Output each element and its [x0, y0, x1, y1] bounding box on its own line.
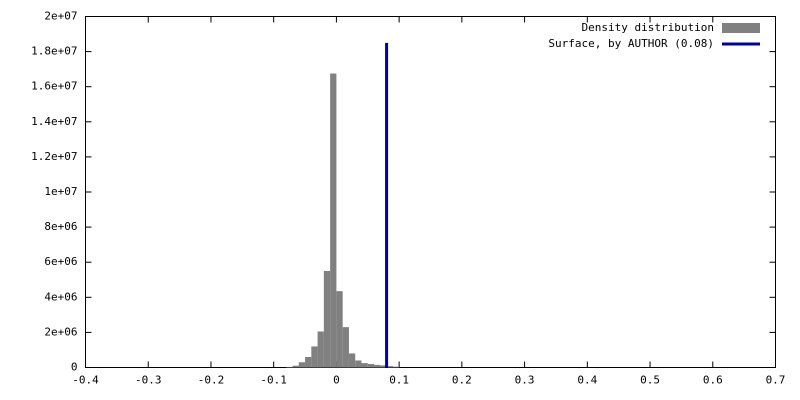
- bar: [292, 365, 299, 368]
- legend-swatch: [722, 23, 760, 33]
- y-tick-label: 1.6e+07: [31, 80, 77, 93]
- bar: [298, 362, 306, 368]
- y-tick-label: 1.4e+07: [31, 115, 77, 128]
- x-tick-label: 0.3: [515, 374, 535, 387]
- y-tick-label: 2e+06: [44, 325, 77, 338]
- bar: [355, 360, 362, 368]
- bar: [386, 366, 393, 368]
- legend-label: Surface, by AUTHOR (0.08): [548, 37, 714, 50]
- x-tick-label: 0: [333, 374, 340, 387]
- y-tick-label: 6e+06: [44, 255, 77, 268]
- bar: [311, 346, 318, 368]
- bar: [342, 327, 349, 368]
- x-tick-label: -0.4: [72, 374, 99, 387]
- bar: [380, 365, 387, 368]
- bar: [317, 331, 324, 368]
- y-tick-label: 0: [71, 361, 78, 374]
- bar: [367, 363, 375, 368]
- x-tick-label: -0.2: [198, 374, 225, 387]
- y-tick-label: 8e+06: [44, 220, 77, 233]
- y-tick-label: 1e+07: [44, 185, 77, 198]
- y-tick-label: 2e+07: [44, 10, 77, 23]
- bar: [323, 270, 331, 368]
- legend-label: Density distribution: [582, 21, 714, 34]
- bar: [374, 364, 381, 368]
- plot-frame: [85, 16, 776, 368]
- bar: [330, 73, 337, 368]
- x-tick-label: 0.4: [577, 374, 597, 387]
- bar: [392, 366, 400, 368]
- x-tick-label: 0.2: [452, 374, 472, 387]
- y-tick-label: 1.2e+07: [31, 150, 77, 163]
- x-tick-label: 0.1: [389, 374, 409, 387]
- bar: [361, 363, 368, 368]
- x-tick-label: -0.1: [260, 374, 287, 387]
- bar: [286, 366, 293, 368]
- x-tick-label: 0.6: [703, 374, 723, 387]
- x-tick-label: 0.5: [640, 374, 660, 387]
- y-tick-label: 4e+06: [44, 290, 77, 303]
- bar: [336, 291, 343, 368]
- bar: [348, 353, 356, 368]
- x-tick-label: 0.7: [766, 374, 786, 387]
- bar: [305, 356, 312, 368]
- x-tick-label: -0.3: [135, 374, 162, 387]
- y-tick-label: 1.8e+07: [31, 45, 77, 58]
